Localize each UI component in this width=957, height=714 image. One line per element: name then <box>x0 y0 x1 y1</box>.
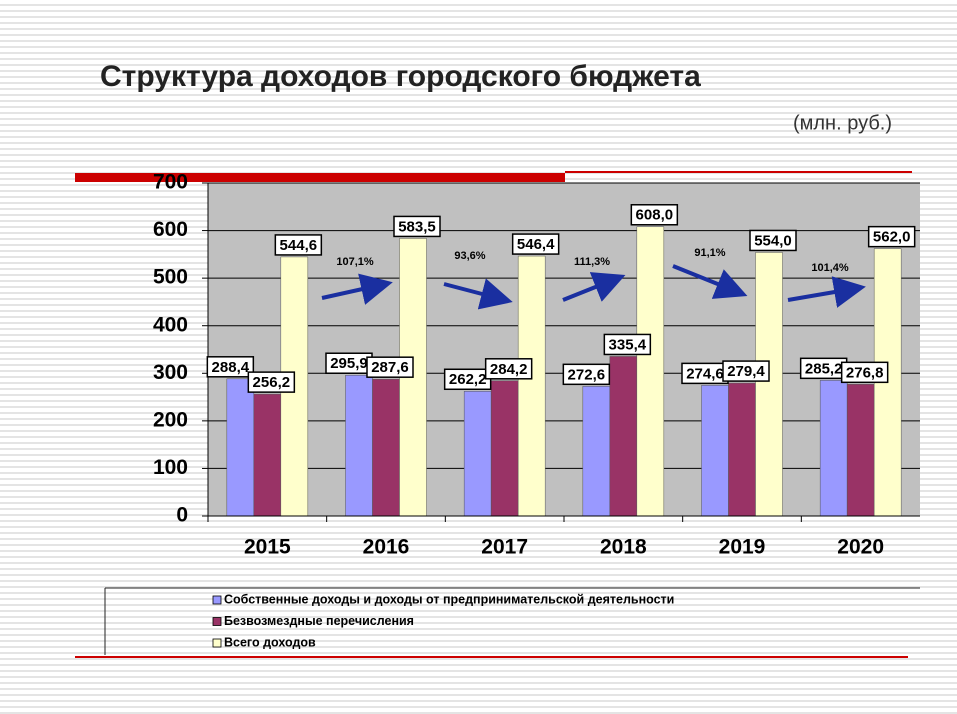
data-label: 288,4 <box>212 359 250 376</box>
data-label: 554,0 <box>754 232 792 249</box>
data-label: 287,6 <box>371 359 409 376</box>
x-tick-label: 2018 <box>600 536 647 559</box>
data-label-box <box>274 234 323 256</box>
x-tick-label: 2019 <box>719 536 766 559</box>
data-label-box <box>722 360 770 382</box>
data-label-box <box>749 229 797 252</box>
bar <box>253 393 282 517</box>
bar <box>728 382 756 517</box>
data-label: 546,4 <box>517 236 555 253</box>
data-label: 583,5 <box>398 218 436 235</box>
x-tick-label: 2015 <box>244 536 291 559</box>
annotation: 107,1% <box>336 256 374 268</box>
bar <box>846 384 875 517</box>
x-tick-label: 2016 <box>363 536 410 559</box>
bar <box>372 378 400 517</box>
x-tick-label: 2017 <box>481 536 528 559</box>
data-label: 562,0 <box>873 229 911 246</box>
y-tick-label: 600 <box>153 218 188 241</box>
annotation-arrow <box>443 278 513 310</box>
annotation-arrow <box>562 272 626 302</box>
legend-label: Собственные доходы и доходы от предприни… <box>224 592 674 606</box>
bar <box>582 386 611 517</box>
annotation: 101,4% <box>811 262 849 274</box>
data-label-box <box>562 363 611 386</box>
legend-swatch <box>212 595 222 605</box>
data-label-box <box>247 371 296 393</box>
data-label: 285,2 <box>805 360 843 377</box>
annotation-arrow <box>672 264 748 299</box>
bar <box>463 391 492 517</box>
data-label: 272,6 <box>568 366 606 383</box>
data-label: 284,2 <box>490 361 528 378</box>
y-tick-label: 200 <box>153 408 188 431</box>
y-tick-label: 0 <box>176 504 188 527</box>
chart-subtitle: (млн. руб.) <box>793 112 892 134</box>
data-label-box <box>840 361 889 384</box>
data-label: 335,4 <box>609 336 647 353</box>
data-label: 276,8 <box>846 364 884 381</box>
bar <box>345 374 373 517</box>
legend-swatch <box>212 638 222 648</box>
bar <box>609 356 638 517</box>
annotation-arrow <box>787 276 866 308</box>
data-label: 279,4 <box>727 363 765 380</box>
annotation: 93,6% <box>454 250 485 262</box>
legend-label: Безвозмездные перечисления <box>224 614 414 628</box>
bar <box>819 380 848 517</box>
data-label: 295,9 <box>330 355 368 372</box>
data-label-box <box>484 358 533 380</box>
plot-area <box>208 183 920 516</box>
chart-title: Структура доходов городского бюджета <box>100 60 701 93</box>
bar <box>517 255 546 517</box>
bar <box>226 378 255 517</box>
data-label: 544,6 <box>280 237 318 254</box>
bar <box>490 380 519 517</box>
data-label-box <box>603 333 652 356</box>
bar <box>636 226 665 517</box>
legend-label: Всего доходов <box>224 635 316 649</box>
legend-swatch <box>212 617 222 626</box>
data-label: 608,0 <box>636 207 674 224</box>
y-tick-label: 400 <box>153 313 188 336</box>
y-tick-label: 700 <box>153 171 188 194</box>
data-label-box <box>206 356 255 378</box>
annotation: 111,3% <box>574 256 610 268</box>
data-label-box <box>867 225 916 248</box>
data-label: 256,2 <box>253 374 291 391</box>
decor-bar <box>75 173 565 182</box>
data-label-box <box>393 215 441 238</box>
y-tick-label: 500 <box>153 266 188 289</box>
annotation: 91,1% <box>694 247 725 259</box>
y-tick-label: 300 <box>153 361 188 384</box>
bar <box>701 385 729 517</box>
y-tick-label: 100 <box>153 456 188 479</box>
data-label-box <box>511 233 560 255</box>
data-label-box <box>630 204 679 226</box>
annotation-arrow <box>321 273 393 305</box>
data-label: 274,6 <box>686 365 724 382</box>
data-label-box <box>366 356 414 378</box>
x-tick-label: 2020 <box>837 536 884 559</box>
data-label: 262,2 <box>449 371 487 388</box>
bar <box>755 252 783 517</box>
